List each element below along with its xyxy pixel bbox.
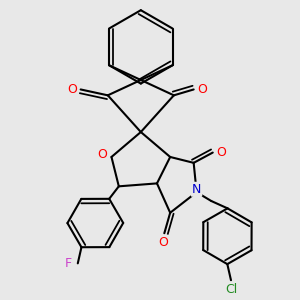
Text: F: F	[65, 257, 72, 270]
Text: N: N	[192, 183, 201, 196]
Text: O: O	[216, 146, 226, 159]
Text: Cl: Cl	[225, 283, 237, 296]
Text: O: O	[98, 148, 108, 160]
Text: O: O	[197, 83, 207, 96]
Text: O: O	[158, 236, 168, 249]
Text: O: O	[68, 83, 77, 96]
